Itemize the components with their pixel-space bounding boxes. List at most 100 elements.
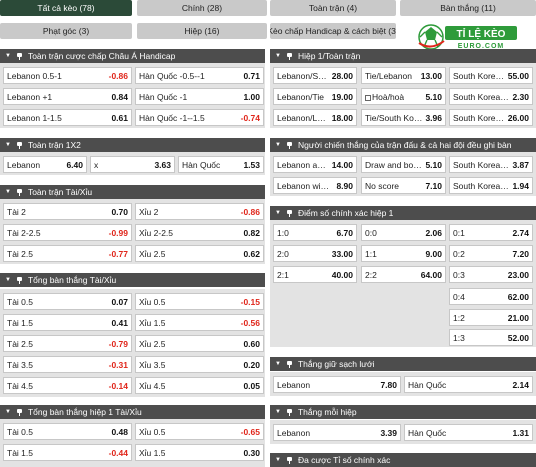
- odds-cell[interactable]: Hàn Quốc -1 1.00: [135, 88, 264, 105]
- section-header-half-full[interactable]: ▼ Hiệp 1/Toàn trận: [270, 49, 536, 63]
- collapse-arrow-icon: ▼: [275, 361, 281, 367]
- tab-corners[interactable]: Phạt góc (3): [0, 23, 132, 39]
- odds-label: Lebanon win t...: [277, 180, 334, 191]
- odds-cell[interactable]: Tài 2.5 -0.79: [3, 335, 132, 352]
- collapse-arrow-icon: ▼: [5, 409, 11, 415]
- odds-cell[interactable]: Xỉu 0.5 -0.15: [135, 293, 264, 310]
- odds-cell[interactable]: 2:2 64.00: [361, 266, 446, 283]
- odds-cell[interactable]: Tài 2 0.70: [3, 203, 132, 220]
- odds-cell[interactable]: Tài 1.5 0.41: [3, 314, 132, 331]
- odds-cell[interactable]: 1:1 9.00: [361, 245, 446, 262]
- odds-cell[interactable]: South Korea... 55.00: [449, 67, 533, 84]
- tab-full-match[interactable]: Toàn trận (4): [270, 0, 396, 16]
- pin-icon: [16, 141, 23, 149]
- odds-cell[interactable]: Lebanon +1 0.84: [3, 88, 132, 105]
- odds-cell[interactable]: Hoà/hoà 5.10: [361, 88, 446, 105]
- section-header-winner-btts[interactable]: ▼ Người chiến thắng của trận đấu & cả hai…: [270, 138, 536, 152]
- odds-cell[interactable]: No score 7.10: [361, 177, 446, 194]
- odds-cell[interactable]: Lebanon/Tie 19.00: [273, 88, 357, 105]
- odds-cell[interactable]: Xỉu 3.5 0.20: [135, 356, 264, 373]
- odds-cell[interactable]: Lebanon 6.40: [3, 156, 87, 173]
- section-header-first-half-correct-score[interactable]: ▼ Điểm số chính xác hiệp 1: [270, 206, 536, 220]
- odds-value: -0.44: [108, 447, 128, 458]
- odds-cell[interactable]: Lebanon 7.80: [273, 376, 401, 393]
- odds-cell[interactable]: South Korea/... 26.00: [449, 109, 533, 126]
- odds-cell[interactable]: Tài 0.5 0.07: [3, 293, 132, 310]
- section-header-clean-sheet[interactable]: ▼ Thắng giữ sạch lưới: [270, 357, 536, 371]
- odds-cell[interactable]: 2:1 40.00: [273, 266, 357, 283]
- tab-halves[interactable]: Hiệp (16): [137, 23, 267, 39]
- odds-cell[interactable]: 1:3 52.00: [449, 329, 533, 346]
- odds-label: 1:2: [453, 312, 465, 323]
- tab-goals[interactable]: Bàn thắng (11): [400, 0, 536, 16]
- section-header-total-goals[interactable]: ▼ Tổng bàn thắng Tài/Xỉu: [0, 273, 265, 287]
- pin-icon: [16, 52, 23, 60]
- section-header-over-under[interactable]: ▼ Toàn trận Tài/Xỉu: [0, 185, 265, 199]
- section-header-multi-correct-score[interactable]: ▼ Đa cược Tỉ số chính xác: [270, 453, 536, 467]
- odds-cell[interactable]: 1:2 21.00: [449, 309, 533, 326]
- odds-cell[interactable]: Xỉu 2.5 0.60: [135, 335, 264, 352]
- tab-all-odds[interactable]: Tất cả kèo (78): [0, 0, 132, 16]
- odds-cell[interactable]: 0:3 23.00: [449, 266, 533, 283]
- odds-cell[interactable]: 0:0 2.06: [361, 224, 446, 241]
- section-title: Toàn trận 1X2: [27, 140, 81, 150]
- odds-cell[interactable]: Tài 1.5 -0.44: [3, 444, 132, 461]
- odds-cell[interactable]: Hàn Quốc 1.53: [178, 156, 264, 173]
- odds-cell[interactable]: Draw and bot... 5.10: [361, 156, 446, 173]
- odds-cell[interactable]: Lebanon/Le... 18.00: [273, 109, 357, 126]
- checkbox-icon[interactable]: [365, 94, 371, 101]
- odds-cell[interactable]: South Korea/... 2.30: [449, 88, 533, 105]
- odds-cell[interactable]: Xỉu 1.5 -0.56: [135, 314, 264, 331]
- odds-cell[interactable]: South Korea a... 1.94: [449, 177, 533, 194]
- odds-cell[interactable]: Xỉu 2 -0.86: [135, 203, 264, 220]
- odds-value: 0.84: [111, 91, 128, 102]
- odds-cell[interactable]: South Korea a... 3.87: [449, 156, 533, 173]
- odds-cell[interactable]: 0:1 2.74: [449, 224, 533, 241]
- odds-cell[interactable]: Lebanon an... 14.00: [273, 156, 357, 173]
- collapse-arrow-icon: ▼: [275, 142, 281, 148]
- tab-handicap-margin[interactable]: Kèo chấp Handicap & cách biệt (3): [270, 23, 396, 39]
- odds-cell[interactable]: x 3.63: [90, 156, 175, 173]
- odds-cell[interactable]: 2:0 33.00: [273, 245, 357, 262]
- odds-value: 7.10: [425, 180, 442, 191]
- odds-cell[interactable]: Hàn Quốc 1.31: [404, 424, 533, 441]
- odds-label: Hàn Quốc -1--1.5: [139, 112, 205, 123]
- odds-cell[interactable]: Tài 0.5 0.48: [3, 423, 132, 440]
- odds-cell[interactable]: 0:2 7.20: [449, 245, 533, 262]
- odds-cell[interactable]: Lebanon 1-1.5 0.61: [3, 109, 132, 126]
- odds-cell[interactable]: Xỉu 2.5 0.62: [135, 245, 264, 262]
- logo-text-bottom: EURO.COM: [458, 43, 505, 50]
- odds-cell[interactable]: Lebanon 3.39: [273, 424, 401, 441]
- odds-cell[interactable]: Tài 2-2.5 -0.99: [3, 224, 132, 241]
- odds-value: 2.74: [512, 227, 529, 238]
- odds-cell[interactable]: Lebanon 0.5-1 -0.86: [3, 67, 132, 84]
- odds-cell[interactable]: Tie/Lebanon 13.00: [361, 67, 446, 84]
- odds-cell[interactable]: Xỉu 2-2.5 0.82: [135, 224, 264, 241]
- odds-cell[interactable]: Lebanon win t... 8.90: [273, 177, 357, 194]
- odds-cell[interactable]: Tài 2.5 -0.77: [3, 245, 132, 262]
- odds-cell[interactable]: Xỉu 1.5 0.30: [135, 444, 264, 461]
- odds-label: Xỉu 3.5: [139, 359, 166, 370]
- odds-cell[interactable]: Hàn Quốc 2.14: [404, 376, 533, 393]
- odds-label: Tài 4.5: [7, 380, 33, 391]
- odds-label: Hàn Quốc -1: [139, 91, 188, 102]
- odds-cell[interactable]: Hàn Quốc -0.5--1 0.71: [135, 67, 264, 84]
- odds-cell[interactable]: 0:4 62.00: [449, 288, 533, 305]
- odds-cell[interactable]: Tie/South Korea 3.96: [361, 109, 446, 126]
- odds-label: Lebanon 0.5-1: [7, 70, 62, 81]
- odds-value: 1.00: [243, 91, 260, 102]
- odds-cell[interactable]: Xỉu 0.5 -0.65: [135, 423, 264, 440]
- section-header-1x2[interactable]: ▼ Toàn trận 1X2: [0, 138, 265, 152]
- collapse-arrow-icon: ▼: [275, 457, 281, 463]
- odds-label: Xỉu 4.5: [139, 380, 166, 391]
- odds-cell[interactable]: Hàn Quốc -1--1.5 -0.74: [135, 109, 264, 126]
- odds-cell[interactable]: Xỉu 4.5 0.05: [135, 377, 264, 394]
- section-header-asian-handicap[interactable]: ▼ Toàn trận cược chấp Châu Á Handicap: [0, 49, 265, 63]
- section-header-first-half-goals[interactable]: ▼ Tổng bàn thắng hiệp 1 Tài/Xỉu: [0, 405, 265, 419]
- section-header-win-each-half[interactable]: ▼ Thắng mỗi hiệp: [270, 405, 536, 419]
- odds-cell[interactable]: Lebanon/So... 28.00: [273, 67, 357, 84]
- tab-main[interactable]: Chính (28): [137, 0, 267, 16]
- odds-cell[interactable]: Tài 3.5 -0.31: [3, 356, 132, 373]
- odds-cell[interactable]: Tài 4.5 -0.14: [3, 377, 132, 394]
- odds-cell[interactable]: 1:0 6.70: [273, 224, 357, 241]
